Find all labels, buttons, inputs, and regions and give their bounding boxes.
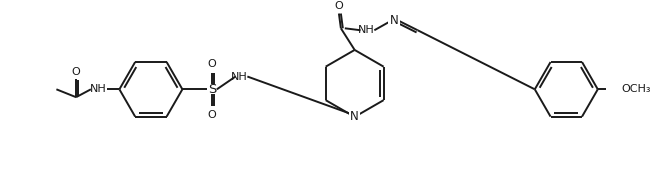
Text: OCH₃: OCH₃ — [621, 84, 651, 94]
Text: N: N — [390, 14, 398, 27]
Text: O: O — [208, 110, 216, 120]
Text: O: O — [208, 59, 216, 69]
Text: S: S — [208, 83, 216, 96]
Text: O: O — [334, 1, 343, 11]
Text: N: N — [350, 110, 359, 123]
Text: O: O — [72, 67, 81, 77]
Text: NH: NH — [358, 25, 375, 35]
Text: NH: NH — [91, 84, 107, 94]
Text: NH: NH — [231, 72, 248, 82]
